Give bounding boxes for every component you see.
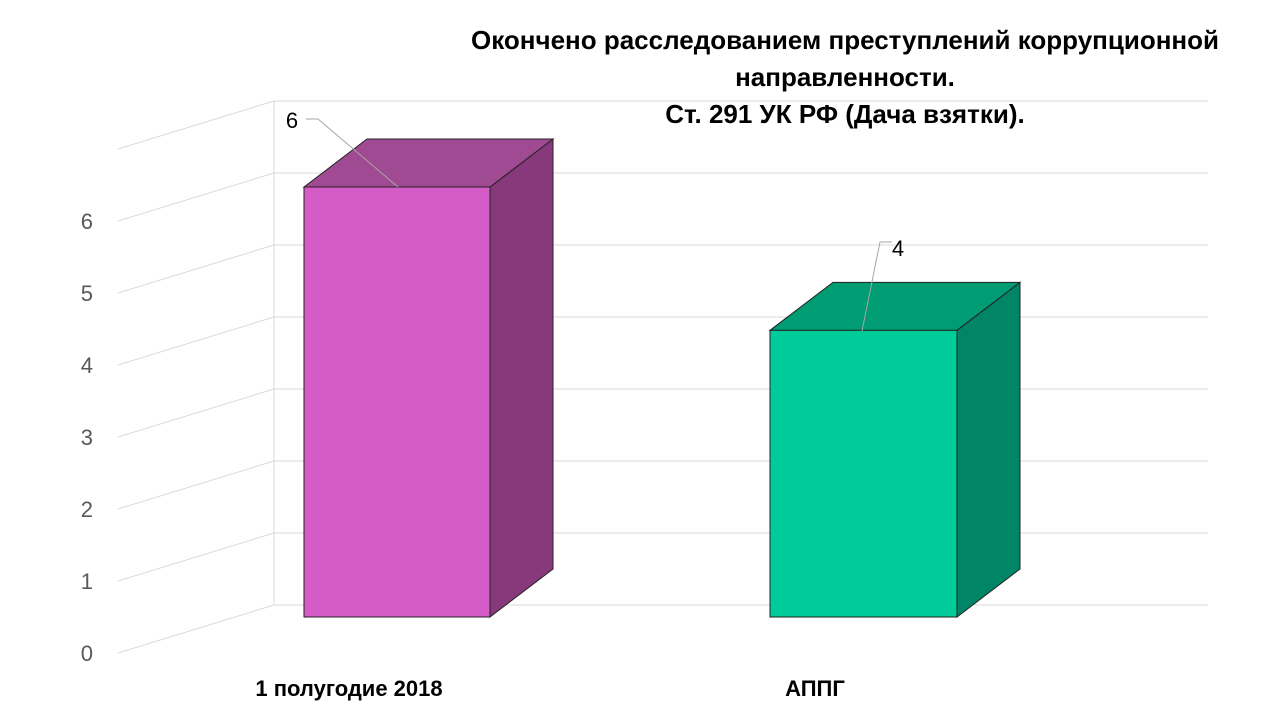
data-label-leader — [861, 241, 892, 332]
gridline-diagonal — [117, 244, 275, 294]
data-label: 6 — [286, 108, 298, 133]
gridline-diagonal — [117, 460, 275, 510]
data-labels: 64 — [286, 108, 904, 332]
x-axis-categories: 1 полугодие 2018 АППГ — [255, 676, 845, 701]
gridline-diagonal — [117, 604, 275, 654]
chart-title: Окончено расследованием преступлений кор… — [420, 22, 1270, 133]
y-tick-label: 5 — [81, 281, 93, 306]
x-category-label: 1 полугодие 2018 — [255, 676, 442, 701]
gridlines — [117, 100, 1208, 654]
data-label: 4 — [892, 236, 904, 261]
gridline-diagonal — [117, 100, 275, 150]
y-tick-label: 2 — [81, 497, 93, 522]
bar-side-face — [489, 137, 554, 619]
y-tick-label: 0 — [81, 641, 93, 666]
y-tick-label: 1 — [81, 569, 93, 594]
data-label-leader — [306, 118, 399, 188]
x-category-label: АППГ — [785, 676, 845, 701]
chart-title-line-2: направленности. — [735, 61, 955, 92]
bar-side-face — [956, 281, 1021, 619]
bar — [769, 329, 958, 618]
gridline-diagonal — [117, 388, 275, 438]
gridline-diagonal — [117, 532, 275, 582]
bars — [302, 137, 1022, 619]
y-tick-label: 3 — [81, 425, 93, 450]
y-axis-ticks: 0 1 2 3 4 5 6 — [81, 209, 93, 666]
chart-title-line-3: Ст. 291 УК РФ (Дача взятки). — [665, 98, 1025, 129]
gridline-diagonal — [117, 316, 275, 366]
chart-title-line-1: Окончено расследованием преступлений кор… — [471, 25, 1219, 55]
y-tick-label: 4 — [81, 353, 93, 378]
bar — [303, 186, 491, 618]
gridline-diagonal — [117, 172, 275, 222]
y-tick-label: 6 — [81, 209, 93, 234]
